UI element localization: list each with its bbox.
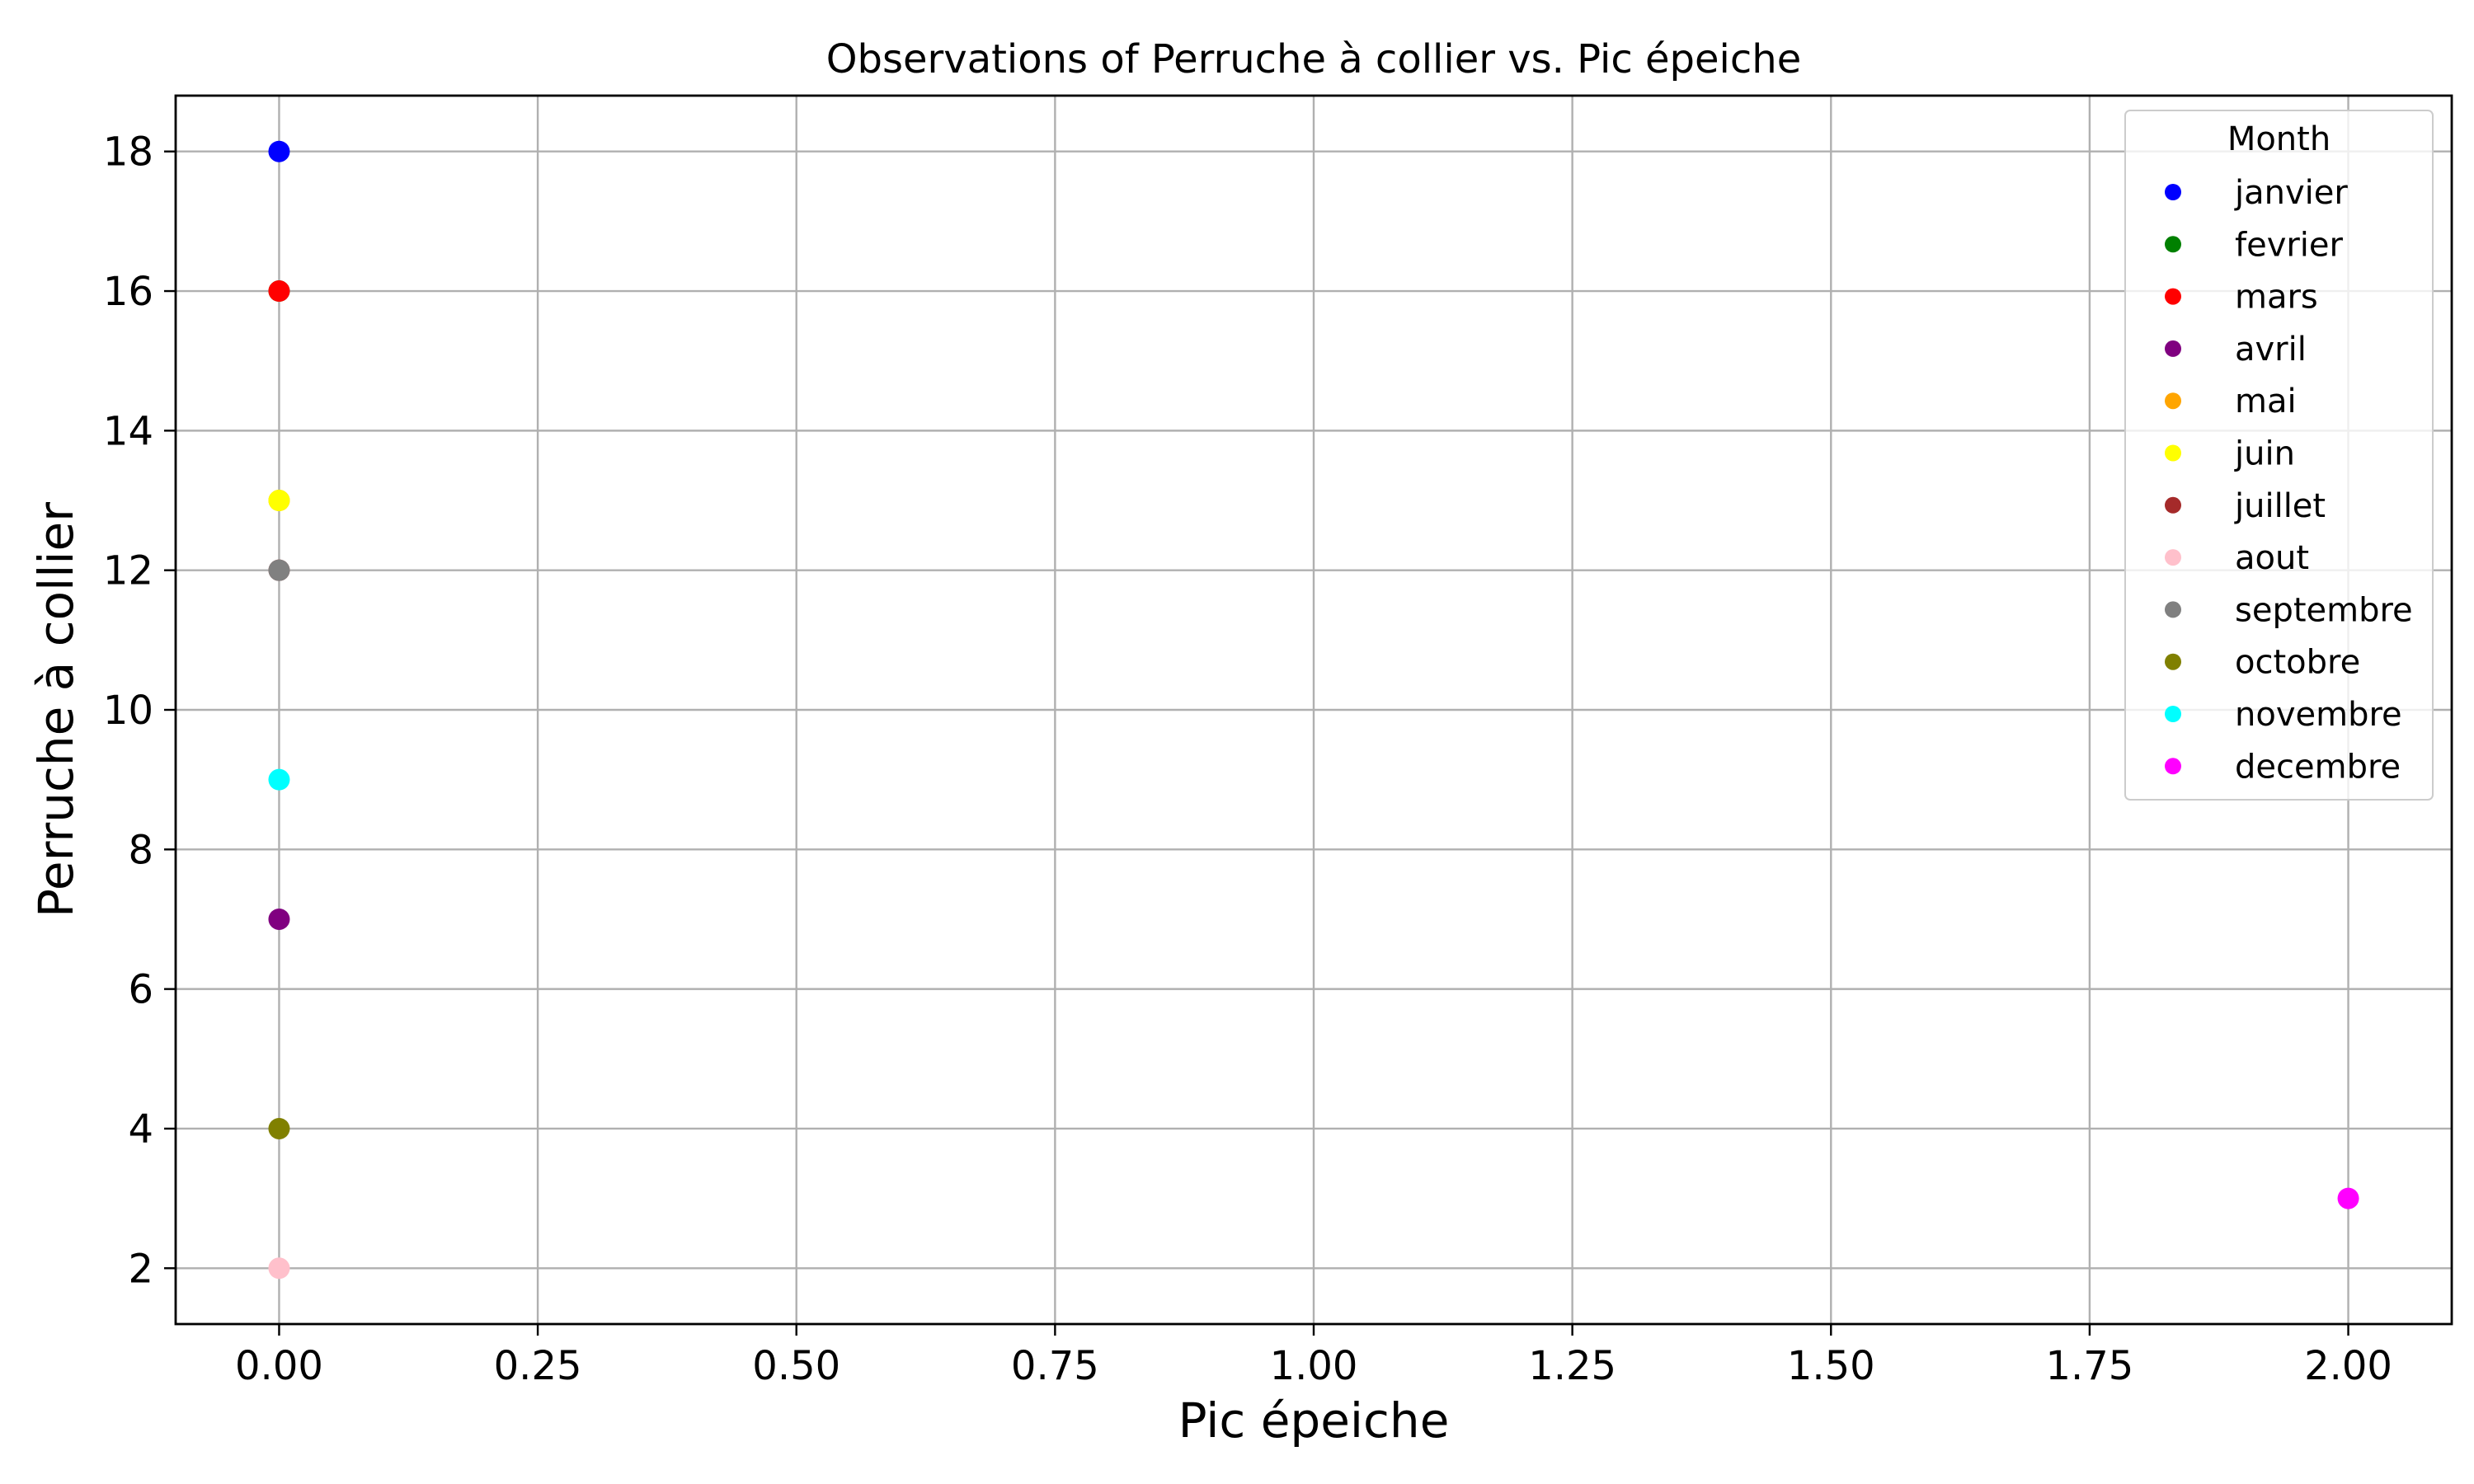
x-tick-label: 0.00 (235, 1343, 323, 1389)
x-tick-label: 1.00 (1270, 1343, 1358, 1389)
data-point-mars (268, 280, 290, 303)
data-point-avril (268, 908, 290, 930)
legend-marker-juin (2165, 444, 2181, 462)
legend-label-octobre: octobre (2235, 644, 2360, 682)
legend-label-aout: aout (2235, 539, 2309, 577)
data-point-aout (268, 1257, 290, 1280)
legend-label-juin: juin (2234, 435, 2295, 473)
legend-label-janvier: janvier (2234, 174, 2348, 212)
data-point-octobre (268, 1117, 290, 1139)
x-tick-label: 0.50 (752, 1343, 840, 1389)
legend-marker-septembre (2165, 601, 2181, 618)
x-tick-label: 1.75 (2045, 1343, 2133, 1389)
legend-label-mars: mars (2235, 279, 2318, 317)
x-tick-label: 0.25 (494, 1343, 582, 1389)
x-axis-title: Pic épeiche (1178, 1392, 1450, 1449)
legend-marker-fevrier (2165, 236, 2181, 253)
legend-marker-aout (2165, 549, 2181, 566)
x-tick-label: 1.25 (1528, 1343, 1616, 1389)
x-tick-label: 2.00 (2304, 1343, 2392, 1389)
legend-marker-mai (2165, 392, 2181, 410)
x-tick-label: 1.50 (1787, 1343, 1875, 1389)
data-point-septembre (268, 559, 290, 581)
legend-marker-octobre (2165, 653, 2181, 670)
legend-label-avril: avril (2235, 331, 2307, 369)
y-tick-label: 16 (103, 269, 153, 315)
legend-marker-decembre (2165, 758, 2181, 775)
x-tick-label: 0.75 (1011, 1343, 1099, 1389)
grid (176, 96, 2452, 1324)
y-tick-label: 8 (128, 827, 153, 873)
axis-ticks: 0.00 0.25 0.50 0.75 1.00 1.25 1.50 1.75 2.00 2 4 6 8… (103, 129, 2392, 1389)
legend-marker-avril (2165, 340, 2181, 357)
y-tick-label: 10 (103, 688, 153, 734)
legend-label-decembre: decembre (2235, 748, 2401, 786)
y-axis-title: Perruche à collier (28, 502, 84, 918)
data-point-decembre (2337, 1187, 2359, 1209)
data-point-juin (268, 490, 290, 512)
legend-label-mai: mai (2235, 383, 2297, 420)
legend-label-novembre: novembre (2235, 696, 2402, 734)
data-point-janvier (268, 140, 290, 162)
legend-frame (2124, 110, 2434, 801)
legend-marker-mars (2165, 288, 2181, 305)
y-tick-label: 18 (103, 129, 153, 176)
y-tick-label: 12 (103, 548, 153, 594)
y-tick-label: 6 (128, 967, 153, 1013)
legend-marker-juillet (2165, 496, 2181, 514)
y-tick-label: 14 (103, 408, 153, 454)
legend-label-juillet: juillet (2234, 487, 2326, 525)
data-points (268, 140, 2359, 1280)
data-point-novembre (268, 768, 290, 791)
legend-marker-novembre (2165, 706, 2181, 722)
legend-marker-janvier (2165, 184, 2181, 200)
legend-label-septembre: septembre (2235, 591, 2413, 629)
chart-title: Observations of Perruche à collier vs. P… (826, 36, 1801, 82)
legend-label-fevrier: fevrier (2235, 226, 2344, 264)
y-tick-label: 4 (128, 1106, 153, 1153)
legend-items: janvier fevrier mars avril mai juin juillet aou… (2165, 174, 2413, 786)
legend-title: Month (2227, 120, 2331, 158)
legend: Month janvier fevrier mars avril mai juin juil… (2124, 110, 2434, 801)
y-tick-label: 2 (128, 1246, 153, 1292)
